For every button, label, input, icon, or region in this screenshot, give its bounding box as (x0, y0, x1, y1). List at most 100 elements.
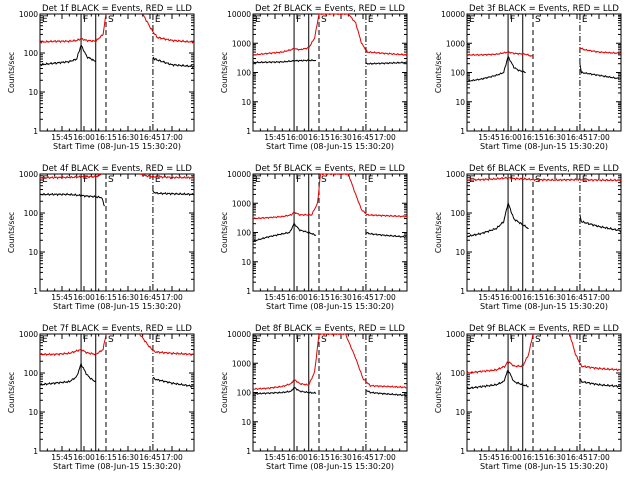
chart-panel-det-6: Det 6f BLACK = Events, RED = LLD 1 10 100 10… (434, 164, 622, 311)
y-tick-label: 1000 (446, 170, 465, 179)
event-marker-label: E (255, 335, 261, 345)
y-axis-label: Counts/sec (220, 212, 229, 253)
y-tick-label: 1000 (446, 330, 465, 339)
x-tick-label: 16:00 (73, 133, 95, 142)
y-tick-label: 10 (455, 248, 465, 257)
y-tick-label: 100 (451, 209, 466, 218)
event-marker-label: E (255, 15, 261, 25)
event-marker-label: E (42, 175, 48, 185)
x-axis-label: Start Time (08-Jun-15 15:30:20) (266, 142, 394, 151)
y-tick-label: 10 (241, 258, 251, 267)
y-tick-label: 100 (24, 209, 39, 218)
chart-title: Det 6f BLACK = Events, RED = LLD (469, 164, 619, 174)
series-line-lld (252, 173, 408, 220)
event-marker-label: F (510, 335, 515, 345)
series-line-events (152, 190, 195, 197)
y-tick-label: 1000 (232, 199, 251, 208)
x-tick-label: 16:15 (95, 133, 117, 142)
chart-panel-det-4: Det 4f BLACK = Events, RED = LLD 1 10 100 10… (7, 164, 195, 311)
y-tick-label: 10 (241, 98, 251, 107)
y-tick-label: 100 (451, 69, 466, 78)
event-marker-label: E (155, 15, 161, 25)
chart-title: Det 8f BLACK = Events, RED = LLD (255, 324, 405, 334)
x-tick-label: 17:00 (588, 133, 610, 142)
series-line-lld (142, 13, 195, 44)
x-tick-label: 16:00 (500, 133, 522, 142)
event-marker-label: E (255, 175, 261, 185)
x-tick-label: 15:45 (264, 133, 286, 142)
y-tick-label: 10 (455, 98, 465, 107)
x-tick-label: 16:00 (286, 133, 308, 142)
plot-frame (39, 173, 195, 292)
y-tick-label: 1000 (19, 10, 38, 19)
x-tick-label: 16:00 (73, 293, 95, 302)
x-tick-label: 16:45 (139, 293, 161, 302)
x-axis-label: Start Time (08-Jun-15 15:30:20) (480, 302, 608, 311)
x-tick-label: 15:45 (264, 293, 286, 302)
y-tick-label: 10 (28, 88, 38, 97)
y-tick-label: 1000 (232, 39, 251, 48)
y-tick-label: 100 (451, 369, 466, 378)
x-axis-label: Start Time (08-Jun-15 15:30:20) (266, 462, 394, 471)
y-tick-label: 10000 (227, 10, 251, 19)
chart-title: Det 2f BLACK = Events, RED = LLD (255, 4, 405, 14)
x-tick-label: 15:45 (51, 453, 73, 462)
x-tick-label: 15:45 (264, 453, 286, 462)
series-line-events (252, 386, 317, 395)
x-tick-label: 16:00 (73, 453, 95, 462)
x-tick-label: 16:30 (117, 293, 139, 302)
x-tick-label: 16:30 (117, 453, 139, 462)
event-marker-label: F (296, 15, 301, 25)
x-tick-label: 16:15 (522, 293, 544, 302)
y-tick-label: 10000 (227, 330, 251, 339)
x-tick-label: 16:15 (522, 453, 544, 462)
y-tick-label: 100 (24, 369, 39, 378)
x-tick-label: 16:45 (139, 133, 161, 142)
y-axis-label: Counts/sec (7, 52, 16, 93)
series-line-lld (466, 50, 534, 57)
x-tick-label: 17:00 (588, 453, 610, 462)
plot-frame (252, 173, 408, 292)
y-tick-label: 1000 (446, 39, 465, 48)
y-tick-label: 10 (455, 408, 465, 417)
x-tick-label: 16:00 (286, 453, 308, 462)
event-marker-label: S (535, 335, 541, 345)
x-tick-label: 16:30 (544, 133, 566, 142)
y-axis-label: Counts/sec (220, 52, 229, 93)
chart-panel-det-9: Det 9f BLACK = Events, RED = LLD 1 10 100 10… (434, 324, 622, 471)
y-tick-label: 1 (460, 287, 465, 296)
event-marker-label: E (582, 335, 588, 345)
series-line-events (365, 61, 408, 65)
y-tick-label: 1 (460, 447, 465, 456)
event-marker-label: E (155, 335, 161, 345)
x-axis-label: Start Time (08-Jun-15 15:30:20) (480, 142, 608, 151)
x-tick-label: 15:45 (51, 133, 73, 142)
chart-title: Det 9f BLACK = Events, RED = LLD (469, 324, 619, 334)
y-axis-label: Counts/sec (434, 372, 443, 413)
x-axis-label: Start Time (08-Jun-15 15:30:20) (53, 302, 181, 311)
x-tick-label: 16:30 (330, 453, 352, 462)
y-tick-label: 1000 (19, 170, 38, 179)
chart-title: Det 1f BLACK = Events, RED = LLD (42, 4, 192, 14)
x-tick-label: 15:45 (478, 453, 500, 462)
x-axis-label: Start Time (08-Jun-15 15:30:20) (266, 302, 394, 311)
event-marker-label: E (469, 15, 475, 25)
event-marker-label: S (535, 15, 541, 25)
y-tick-label: 1000 (19, 330, 38, 339)
chart-title: Det 7f BLACK = Events, RED = LLD (42, 324, 192, 334)
series-line-lld (139, 173, 195, 180)
x-tick-label: 16:30 (544, 453, 566, 462)
event-marker-label: F (510, 175, 515, 185)
series-line-events (152, 376, 195, 388)
event-marker-label: E (368, 15, 374, 25)
y-tick-label: 100 (237, 69, 252, 78)
y-axis-label: Counts/sec (434, 212, 443, 253)
y-tick-label: 10 (28, 248, 38, 257)
series-line-events (579, 63, 622, 80)
x-tick-label: 17:00 (588, 293, 610, 302)
event-marker-label: S (108, 335, 114, 345)
y-tick-label: 1 (33, 127, 38, 136)
x-tick-label: 16:30 (330, 133, 352, 142)
x-tick-label: 17:00 (161, 133, 183, 142)
